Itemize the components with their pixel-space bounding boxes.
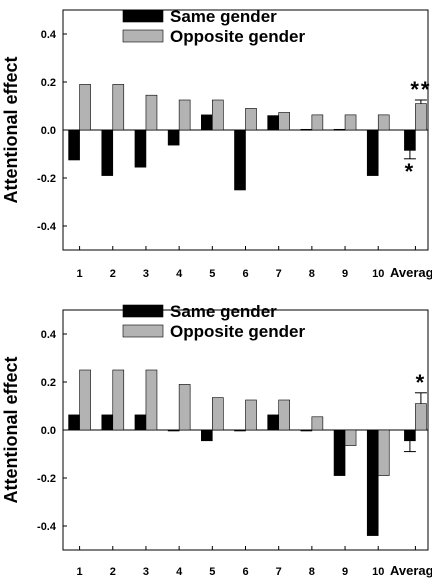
- bar-opposite: [145, 94, 158, 131]
- legend-label-opposite: Opposite gender: [170, 27, 305, 46]
- x-tick-label: 7: [276, 268, 282, 280]
- bar-opposite: [212, 99, 224, 131]
- y-axis-label: Attentional effect: [1, 356, 21, 503]
- chart-panel-2: -0.4 -0.2 0.0 0.2 0.4 Attentional effect 1 2 3 4 5…: [1, 302, 432, 578]
- bar-same: [68, 129, 80, 161]
- bar-opposite: [415, 103, 427, 131]
- legend-label-opposite: Opposite gender: [170, 322, 305, 341]
- bar-opposite: [245, 108, 257, 131]
- y-tick-label: 0.2: [41, 77, 56, 89]
- bar-opposite: [79, 369, 91, 431]
- bar-same: [134, 414, 147, 431]
- chart-panel-1: -0.4 -0.2 0.0 0.2 0.4 Attentional effect 1 2 3 4 5…: [1, 7, 432, 280]
- y-tick-label: 0.2: [41, 377, 56, 389]
- bar-opposite: [344, 429, 357, 446]
- bar-same: [333, 429, 346, 476]
- legend-swatch-same: [122, 304, 164, 318]
- bar-opposite: [245, 399, 257, 431]
- x-tick-label: 8: [309, 268, 315, 280]
- bar-opposite: [377, 429, 390, 476]
- bar-same: [101, 129, 114, 176]
- y-tick-label: 0.0: [41, 125, 56, 137]
- x-tick-label: 6: [242, 566, 248, 578]
- y-axis-label: Attentional effect: [1, 56, 21, 203]
- bar-same: [201, 429, 213, 442]
- bar-opposite: [145, 369, 158, 431]
- x-tick-label: 10: [372, 566, 384, 578]
- significance-marker: *: [416, 370, 427, 395]
- x-tick-label: 9: [342, 566, 348, 578]
- x-tick-label: 9: [342, 268, 348, 280]
- x-tick-label: 1: [77, 268, 83, 280]
- bar-opposite: [415, 403, 427, 431]
- bar-opposite: [212, 397, 224, 431]
- bar-opposite: [311, 114, 324, 131]
- legend-swatch-same: [122, 9, 164, 23]
- legend-swatch-opposite: [122, 324, 164, 338]
- bar-same: [234, 129, 246, 191]
- bar-opposite: [278, 112, 290, 131]
- x-tick-label: 4: [176, 268, 183, 280]
- x-tick-label: 10: [372, 268, 384, 280]
- x-tick-label: Average: [390, 265, 432, 280]
- bar-same: [300, 128, 313, 131]
- x-tick-label: 1: [77, 566, 83, 578]
- bar-same: [234, 429, 246, 432]
- x-tick-label: 2: [110, 268, 116, 280]
- bar-same: [68, 414, 80, 431]
- x-tick-label: 2: [110, 566, 116, 578]
- x-tick-label: 3: [143, 268, 149, 280]
- bar-opposite: [311, 416, 324, 431]
- y-tick-label: 0.0: [41, 425, 56, 437]
- legend-swatch-opposite: [122, 29, 164, 43]
- y-tick-label: -0.4: [37, 221, 57, 233]
- bar-same: [267, 115, 279, 131]
- bar-opposite: [79, 84, 91, 131]
- legend-label-same: Same gender: [170, 7, 277, 26]
- x-tick-label: 8: [309, 566, 315, 578]
- bar-opposite: [377, 114, 390, 131]
- bar-same: [333, 128, 346, 131]
- bar-opposite: [112, 84, 125, 131]
- x-tick-label: 6: [242, 268, 248, 280]
- y-tick-label: -0.4: [37, 521, 57, 533]
- bar-same: [134, 129, 147, 168]
- x-tick-label: 7: [276, 566, 282, 578]
- x-tick-label: 4: [176, 566, 183, 578]
- bar-same: [101, 414, 114, 431]
- y-tick-label: 0.4: [41, 329, 57, 341]
- bar-opposite: [178, 384, 191, 431]
- bar-opposite: [178, 99, 191, 131]
- x-tick-label: Average: [390, 563, 432, 578]
- bar-same: [366, 429, 379, 536]
- x-tick-label: 5: [209, 566, 215, 578]
- y-tick-label: -0.2: [37, 173, 56, 185]
- bar-opposite: [112, 369, 125, 431]
- y-tick-label: -0.2: [37, 473, 56, 485]
- y-tick-label: 0.4: [41, 29, 57, 41]
- significance-marker: **: [410, 77, 431, 102]
- bar-same: [267, 414, 279, 431]
- legend-label-same: Same gender: [170, 302, 277, 321]
- x-tick-label: 3: [143, 566, 149, 578]
- bar-same: [201, 114, 213, 131]
- bar-opposite: [344, 114, 357, 131]
- bar-same: [300, 429, 313, 432]
- bar-opposite: [278, 399, 290, 431]
- bar-same: [167, 129, 180, 146]
- bar-same: [366, 129, 379, 176]
- bar-same: [167, 429, 180, 432]
- bar-same: [404, 429, 416, 442]
- bar-same: [404, 129, 416, 151]
- x-tick-label: 5: [209, 268, 215, 280]
- significance-marker: *: [405, 159, 416, 184]
